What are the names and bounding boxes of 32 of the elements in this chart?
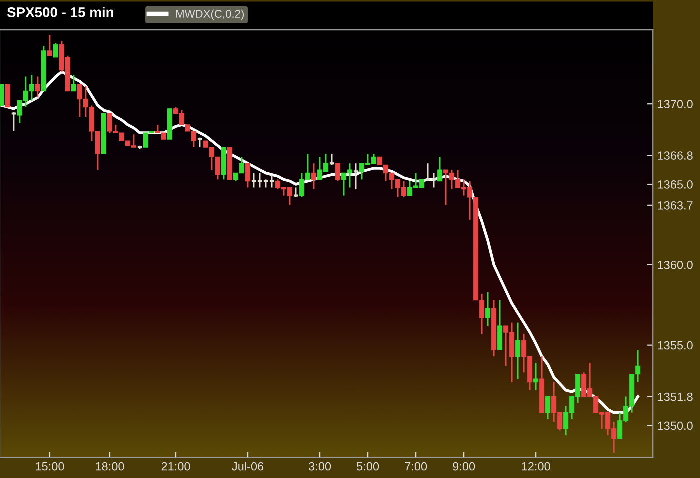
x-tick-label: 12:00 bbox=[522, 462, 550, 471]
x-tick-label: 15:00 bbox=[36, 462, 64, 471]
candlestick bbox=[486, 292, 491, 327]
x-tick-label: 3:00 bbox=[309, 462, 332, 471]
candlestick bbox=[546, 396, 551, 420]
candlestick bbox=[336, 162, 341, 182]
x-tick-label: Jul-06 bbox=[232, 462, 264, 471]
candlestick bbox=[534, 362, 539, 392]
x-tick-label: 5:00 bbox=[357, 462, 380, 471]
legend-label: MWDX(C,0.2) bbox=[176, 10, 244, 20]
y-tick-label: 1365.0 bbox=[658, 180, 693, 189]
chart-title: SPX500 - 15 min bbox=[7, 7, 114, 18]
candlestick bbox=[5, 84, 10, 108]
x-tick-label: 9:00 bbox=[453, 462, 476, 471]
candlestick bbox=[71, 74, 77, 92]
candlestick bbox=[246, 162, 251, 188]
y-tick-label: 1350.0 bbox=[658, 422, 693, 430]
y-tick-label: 1363.7 bbox=[658, 201, 693, 210]
y-tick-label: 1360.0 bbox=[658, 260, 693, 270]
candlestick bbox=[438, 156, 443, 182]
y-tick-label: 1355.0 bbox=[658, 341, 693, 350]
y-tick-label: 1370.0 bbox=[658, 100, 693, 108]
candlestick bbox=[35, 76, 40, 98]
candlestick bbox=[312, 162, 317, 190]
x-tick-label: 18:00 bbox=[96, 462, 124, 471]
candlestick bbox=[516, 322, 521, 380]
candlestick bbox=[47, 34, 52, 57]
y-tick-label: 1351.8 bbox=[658, 392, 693, 402]
y-tick-label: 1366.8 bbox=[658, 152, 693, 160]
candlestick bbox=[53, 42, 58, 58]
x-tick-label: 7:00 bbox=[405, 462, 428, 471]
x-tick-label: 21:00 bbox=[162, 462, 190, 471]
